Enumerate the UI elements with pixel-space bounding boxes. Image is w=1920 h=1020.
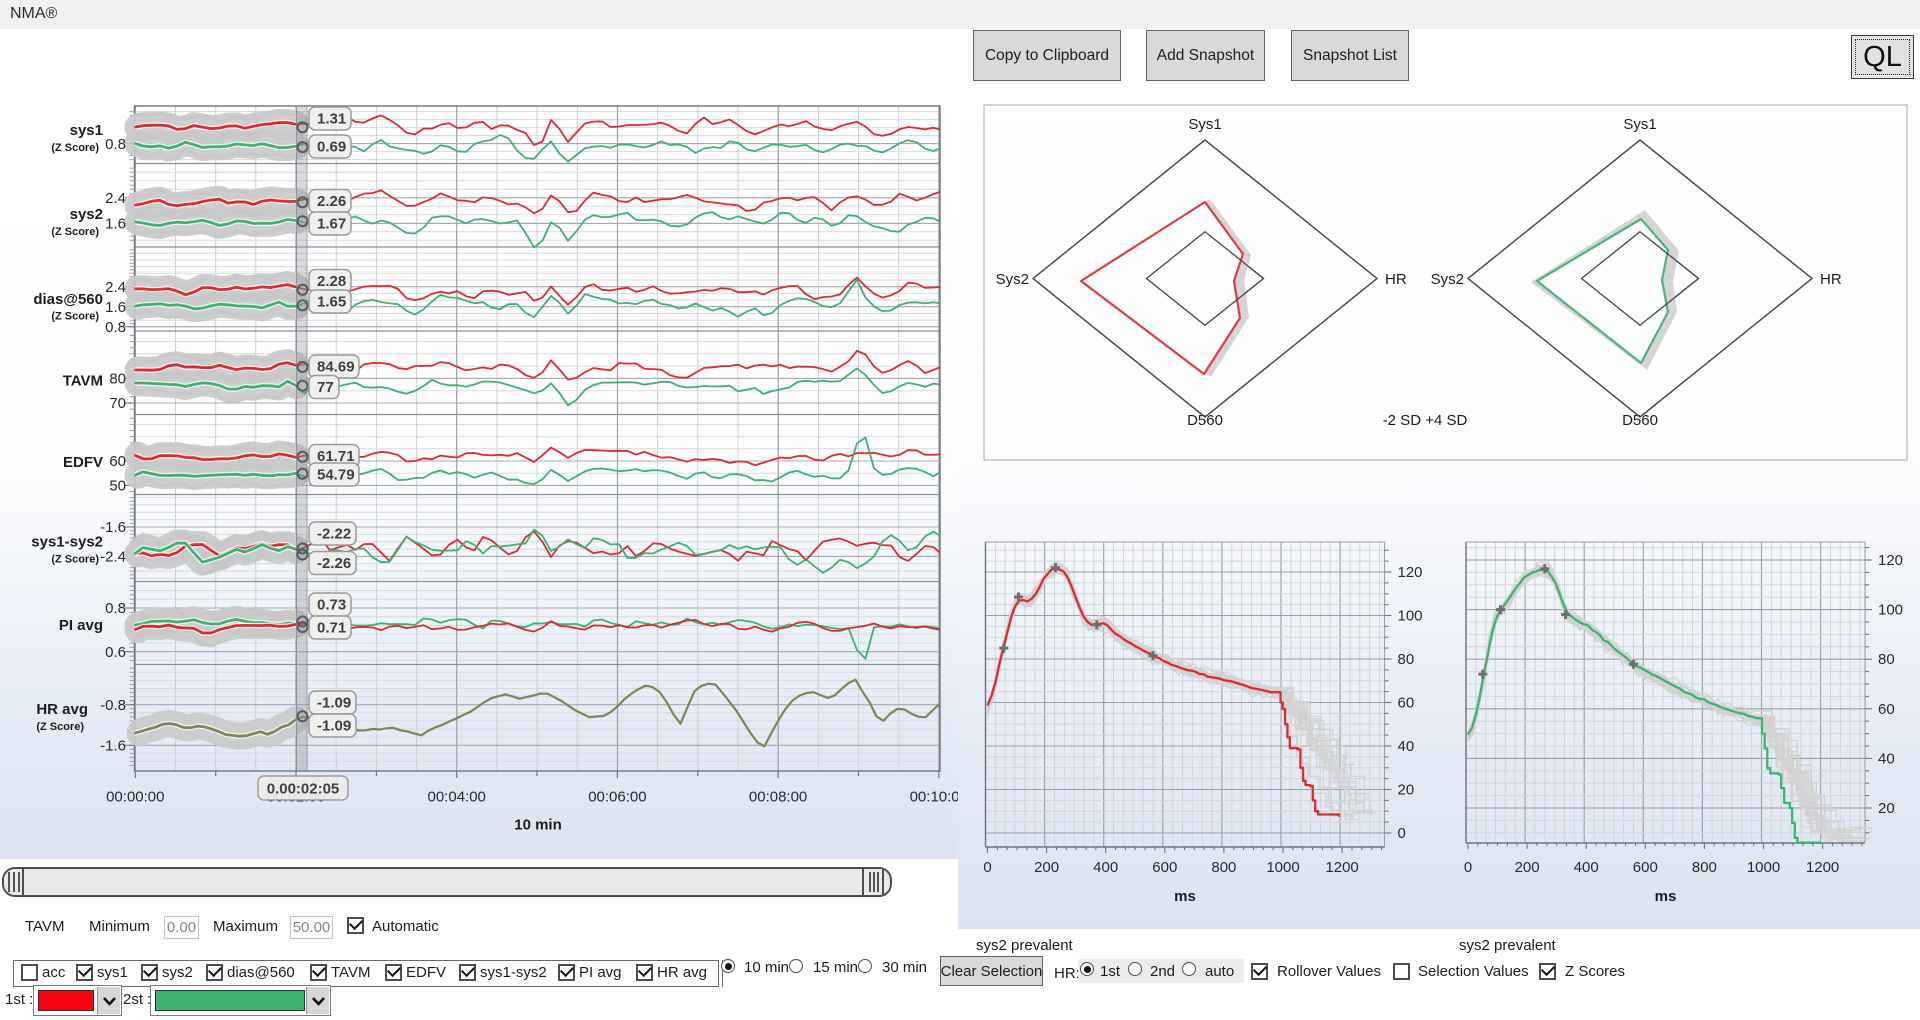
svg-text:0.73: 0.73: [317, 597, 346, 614]
svg-text:0.8: 0.8: [105, 136, 126, 153]
svg-text:1.6: 1.6: [105, 216, 126, 233]
svg-text:2.28: 2.28: [317, 273, 346, 290]
svg-text:-1.6: -1.6: [100, 519, 126, 536]
svg-text:20: 20: [1878, 800, 1895, 817]
svg-text:0: 0: [1398, 825, 1406, 842]
svg-text:120: 120: [1878, 552, 1903, 569]
svg-text:77: 77: [317, 379, 334, 396]
svg-text:Sys1: Sys1: [1188, 116, 1221, 133]
svg-text:sys1-sys2: sys1-sys2: [31, 534, 103, 551]
svg-text:(Z Score): (Z Score): [36, 721, 84, 733]
svg-text:HR: HR: [1820, 271, 1842, 288]
svg-text:2.26: 2.26: [317, 193, 346, 210]
svg-text:80: 80: [1398, 651, 1415, 668]
svg-text:00:10:00: 00:10:00: [910, 789, 958, 806]
svg-text:0.8: 0.8: [105, 600, 126, 617]
svg-text:sys2 prevalent: sys2 prevalent: [976, 937, 1074, 954]
svg-text:400: 400: [1574, 859, 1599, 876]
svg-text:100: 100: [1878, 602, 1903, 619]
svg-text:0: 0: [1464, 859, 1472, 876]
svg-text:D560: D560: [1187, 412, 1223, 429]
svg-text:sys2 prevalent: sys2 prevalent: [1459, 937, 1557, 954]
svg-text:84.69: 84.69: [317, 359, 355, 376]
svg-text:0.6: 0.6: [105, 644, 126, 661]
svg-text:ms: ms: [1174, 888, 1196, 905]
svg-text:00:06:00: 00:06:00: [588, 789, 646, 806]
svg-text:sys1: sys1: [70, 122, 103, 139]
svg-text:40: 40: [1878, 750, 1895, 767]
svg-text:00:00:00: 00:00:00: [106, 789, 164, 806]
svg-text:54.79: 54.79: [317, 467, 355, 484]
svg-text:dias@560: dias@560: [33, 291, 103, 308]
svg-text:00:04:00: 00:04:00: [428, 789, 486, 806]
svg-text:-2.4: -2.4: [100, 549, 126, 566]
svg-text:1000: 1000: [1747, 859, 1780, 876]
svg-text:60: 60: [1398, 695, 1415, 712]
svg-text:ms: ms: [1655, 888, 1677, 905]
svg-text:2.4: 2.4: [105, 279, 126, 296]
svg-text:800: 800: [1692, 859, 1717, 876]
svg-text:-1.6: -1.6: [100, 738, 126, 755]
svg-text:1.67: 1.67: [317, 216, 346, 233]
svg-text:400: 400: [1093, 859, 1118, 876]
svg-text:-1.09: -1.09: [317, 695, 351, 712]
svg-text:20: 20: [1398, 782, 1415, 799]
svg-text:60: 60: [1878, 701, 1895, 718]
svg-text:0.69: 0.69: [317, 139, 346, 156]
svg-text:(Z Score): (Z Score): [51, 311, 99, 323]
svg-text:100: 100: [1398, 608, 1423, 625]
svg-text:1.65: 1.65: [317, 294, 346, 311]
svg-text:1200: 1200: [1806, 859, 1839, 876]
svg-text:sys2: sys2: [70, 206, 103, 223]
svg-text:40: 40: [1398, 738, 1415, 755]
svg-text:200: 200: [1034, 859, 1059, 876]
svg-text:-2.26: -2.26: [317, 555, 351, 572]
svg-text:2.4: 2.4: [105, 190, 126, 207]
svg-text:Sys1: Sys1: [1623, 116, 1656, 133]
svg-text:80: 80: [109, 371, 126, 388]
svg-text:0.71: 0.71: [317, 620, 346, 637]
svg-text:(Z Score): (Z Score): [51, 142, 99, 154]
svg-text:61.71: 61.71: [317, 448, 355, 465]
svg-text:70: 70: [109, 395, 126, 412]
svg-text:1000: 1000: [1266, 859, 1299, 876]
svg-text:600: 600: [1633, 859, 1658, 876]
svg-text:80: 80: [1878, 651, 1895, 668]
svg-text:200: 200: [1515, 859, 1540, 876]
svg-text:1200: 1200: [1325, 859, 1358, 876]
svg-text:(Z Score): (Z Score): [51, 226, 99, 238]
svg-text:00:08:00: 00:08:00: [749, 789, 807, 806]
svg-text:60: 60: [109, 453, 126, 470]
svg-text:600: 600: [1152, 859, 1177, 876]
svg-text:0.8: 0.8: [105, 319, 126, 336]
svg-text:HR: HR: [1385, 271, 1407, 288]
svg-text:-0.8: -0.8: [100, 697, 126, 714]
svg-text:800: 800: [1211, 859, 1236, 876]
svg-text:D560: D560: [1622, 412, 1658, 429]
svg-text:120: 120: [1398, 564, 1423, 581]
svg-text:-2 SD +4 SD: -2 SD +4 SD: [1383, 412, 1468, 429]
svg-text:50: 50: [109, 478, 126, 495]
svg-text:-1.09: -1.09: [317, 718, 351, 735]
svg-text:PI avg: PI avg: [59, 617, 103, 634]
svg-text:1.6: 1.6: [105, 299, 126, 316]
svg-text:Sys2: Sys2: [996, 271, 1029, 288]
svg-text:Sys2: Sys2: [1431, 271, 1464, 288]
svg-text:10 min: 10 min: [514, 817, 562, 834]
svg-text:EDFV: EDFV: [63, 454, 103, 471]
svg-text:TAVM: TAVM: [63, 373, 103, 390]
svg-text:0: 0: [983, 859, 991, 876]
svg-text:-2.22: -2.22: [317, 526, 351, 543]
svg-text:(Z Score): (Z Score): [51, 554, 99, 566]
svg-text:0.00:02:05: 0.00:02:05: [267, 781, 340, 798]
svg-text:1.31: 1.31: [317, 111, 346, 128]
svg-text:HR avg: HR avg: [36, 701, 88, 718]
